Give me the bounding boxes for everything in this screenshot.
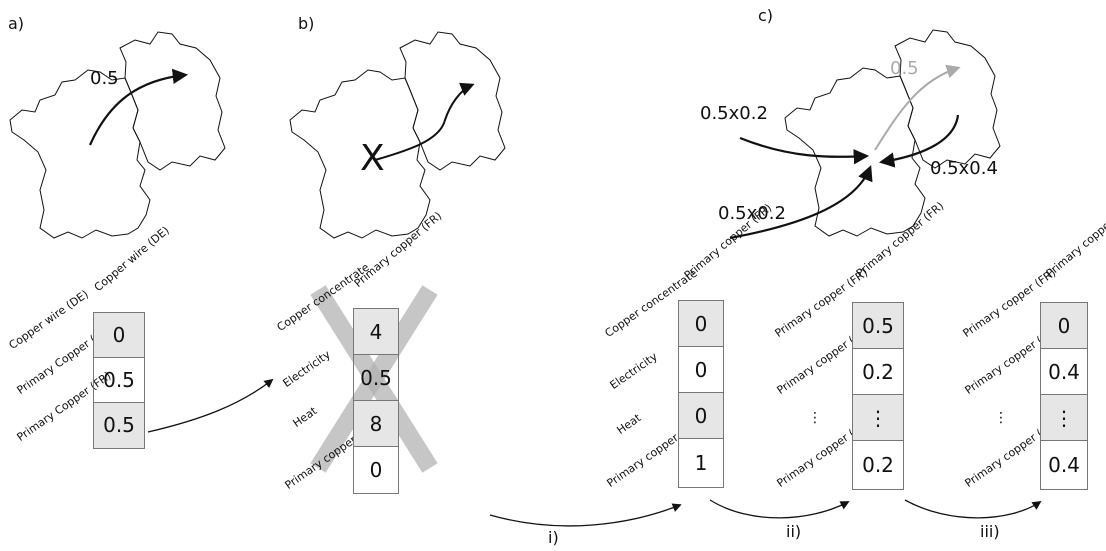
flow-arrow-c-2 — [878, 114, 960, 168]
france-outline-a — [9, 69, 151, 239]
flow-arrow-faded-c — [874, 64, 961, 151]
flow-label-faded-c: 0.5 — [890, 58, 919, 79]
france-outline-c — [784, 67, 926, 237]
cell-c3-3: 0.4 — [1048, 453, 1080, 477]
cell-c2-0: 0.5 — [853, 303, 903, 349]
cell-c3-2: ⋮ — [1041, 395, 1087, 441]
vector-a: 0 0.5 0.5 — [93, 312, 145, 449]
arrow-step-i — [489, 503, 682, 527]
cell-b-1: 0.5 — [354, 355, 398, 401]
cell-b-2: 8 — [354, 401, 398, 447]
vector-c2: 0.5 0.2 ⋮ 0.2 — [852, 302, 904, 490]
map-c — [729, 29, 1001, 240]
vector-c3: 0 0.4 ⋮ 0.4 — [1040, 302, 1088, 490]
panel-a-label: a) — [8, 14, 25, 33]
row-label-c3-2: ⋮ — [994, 410, 1008, 426]
step-label-ii: ii) — [786, 522, 802, 541]
cell-c3-0: 0 — [1041, 303, 1087, 349]
cross-mark-b: X — [360, 138, 385, 179]
step-label-iii: iii) — [980, 522, 1000, 541]
arrow-step-iii — [904, 499, 1042, 519]
arrow-step-ii — [709, 499, 850, 519]
cell-c1-1: 0 — [679, 347, 723, 393]
flow-label-c-2: 0.5x0.4 — [930, 158, 998, 179]
cell-c1-2: 0 — [679, 393, 723, 439]
flow-arrow-c-1 — [739, 136, 870, 165]
cell-a-2: 0.5 — [94, 403, 144, 448]
cell-a-0: 0 — [94, 313, 144, 358]
cell-c2-3: 0.2 — [862, 453, 894, 477]
cell-a-1: 0.5 — [94, 358, 144, 403]
flow-arrow-c-3 — [729, 165, 873, 240]
flow-arrow-b — [374, 82, 475, 161]
cell-c1-3: 1 — [694, 451, 708, 475]
cell-c2-1: 0.2 — [853, 349, 903, 395]
flow-label-c-1: 0.5x0.2 — [700, 103, 768, 124]
cell-c2-2: ⋮ — [853, 395, 903, 441]
cross-out — [310, 285, 438, 473]
germany-outline-b — [399, 31, 506, 171]
germany-outline-a — [119, 31, 226, 171]
row-label-c2-2: ⋮ — [808, 410, 822, 426]
cell-c1-0: 0 — [679, 301, 723, 347]
panel-b-label: b) — [298, 14, 315, 33]
flow-label-a: 0.5 — [90, 68, 119, 89]
map-b — [289, 31, 506, 239]
cell-b-3: 0 — [369, 458, 383, 482]
flow-arrow-a — [88, 68, 189, 146]
vector-c1: 0 0 0 1 — [678, 300, 724, 488]
cell-b-0: 4 — [354, 309, 398, 355]
vector-b: 4 0.5 8 0 — [353, 308, 399, 494]
step-label-i: i) — [548, 528, 559, 547]
map-a — [9, 31, 226, 239]
france-outline-b — [289, 69, 431, 239]
panel-c-label: c) — [758, 6, 774, 25]
flow-label-c-3: 0.5x0.2 — [718, 203, 786, 224]
germany-outline-c — [894, 29, 1001, 169]
cell-c3-1: 0.4 — [1041, 349, 1087, 395]
arrow-a-to-b — [147, 378, 274, 433]
